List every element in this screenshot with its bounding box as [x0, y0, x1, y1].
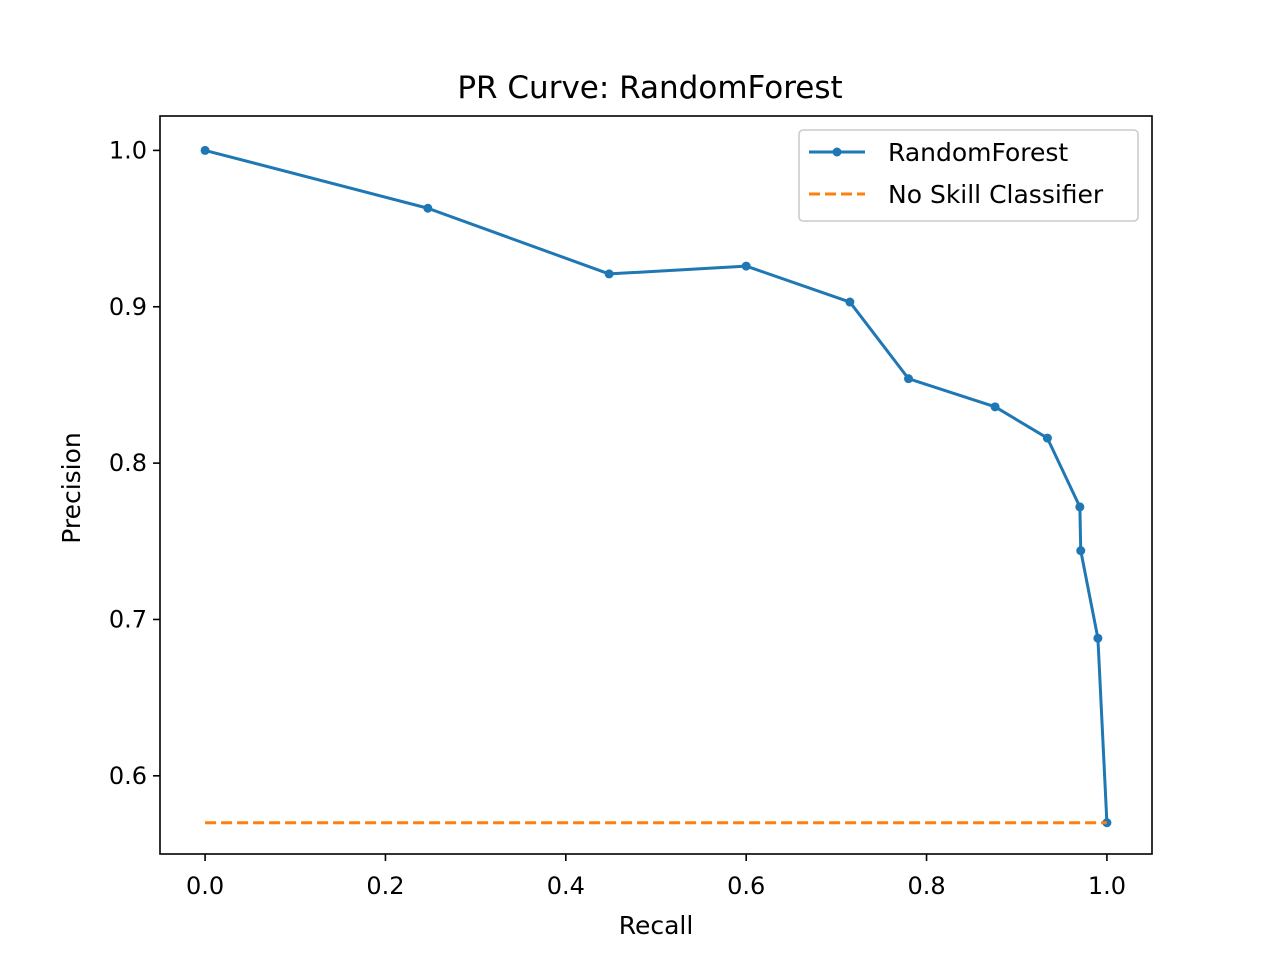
x-tick-label: 0.4 [547, 872, 585, 900]
legend-label-randomforest: RandomForest [888, 138, 1068, 167]
x-tick-label: 1.0 [1088, 872, 1126, 900]
series-layer [200, 145, 1112, 828]
data-point-randomforest [741, 261, 751, 271]
chart-title: PR Curve: RandomForest [457, 70, 842, 106]
x-tick-label: 0.8 [907, 872, 945, 900]
plot-frame [159, 115, 1153, 855]
data-point-randomforest [200, 145, 210, 155]
y-axis-ticks: 0.6 0.7 0.8 0.9 1.0 [109, 136, 160, 790]
x-tick-label: 0.2 [366, 872, 404, 900]
data-point-randomforest [1093, 633, 1103, 643]
data-point-randomforest [423, 203, 433, 213]
x-tick-label: 0.0 [186, 872, 224, 900]
y-tick-label: 0.8 [109, 449, 147, 477]
data-point-randomforest [904, 374, 914, 384]
y-tick-label: 1.0 [109, 136, 147, 164]
y-tick-label: 0.9 [109, 293, 147, 321]
x-axis-label: Recall [619, 911, 694, 940]
legend-marker-randomforest [832, 147, 842, 157]
legend-box [798, 129, 1139, 222]
data-point-randomforest [1042, 433, 1052, 443]
y-axis-label: Precision [57, 432, 86, 544]
y-tick-label: 0.6 [109, 762, 147, 790]
data-point-randomforest [604, 269, 614, 279]
data-point-randomforest [990, 402, 1000, 412]
data-point-randomforest [1075, 502, 1085, 512]
legend-label-no-skill: No Skill Classifier [888, 180, 1104, 209]
y-tick-label: 0.7 [109, 605, 147, 633]
legend: RandomForest No Skill Classifier [798, 129, 1139, 222]
data-point-randomforest [1076, 546, 1086, 556]
x-tick-label: 0.6 [727, 872, 765, 900]
x-axis-ticks: 0.0 0.2 0.4 0.6 0.8 1.0 [186, 854, 1126, 900]
data-point-randomforest [845, 297, 855, 307]
series-line-randomforest [204, 148, 1109, 823]
